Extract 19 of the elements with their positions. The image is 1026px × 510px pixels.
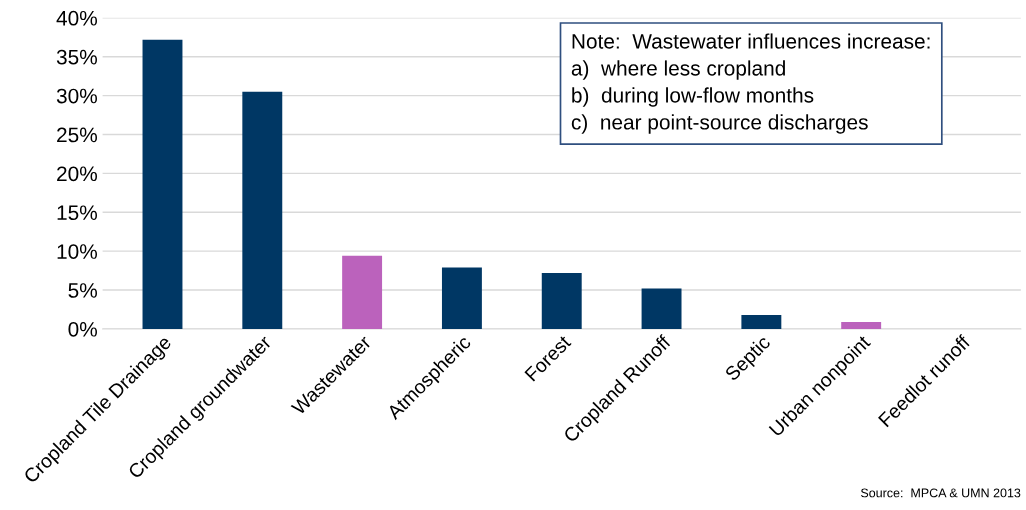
y-tick-label: 25%	[57, 127, 97, 143]
bar	[142, 39, 183, 329]
bar	[441, 267, 482, 329]
bar	[641, 288, 682, 329]
y-tick-label: 35%	[56, 49, 97, 65]
y-tick-label: 15%	[57, 205, 97, 221]
bar	[342, 255, 383, 329]
bar	[541, 272, 582, 329]
y-tick-label: 5%	[68, 283, 97, 298]
y-tick-label: 10%	[57, 244, 97, 259]
y-tick-label: 20%	[57, 166, 97, 182]
source-note: Source: MPCA & UMN 2013	[860, 488, 1021, 498]
bar	[741, 314, 782, 329]
y-tick-label: 0%	[68, 321, 97, 337]
bar	[242, 91, 283, 329]
y-tick-label: 40%	[56, 10, 97, 26]
annotation: Note: Wastewater influences increase: a) where less cropland b) during low-flow months c) near point-source discharges	[571, 33, 930, 134]
bar	[841, 321, 882, 329]
y-tick-label: 30%	[56, 88, 97, 104]
